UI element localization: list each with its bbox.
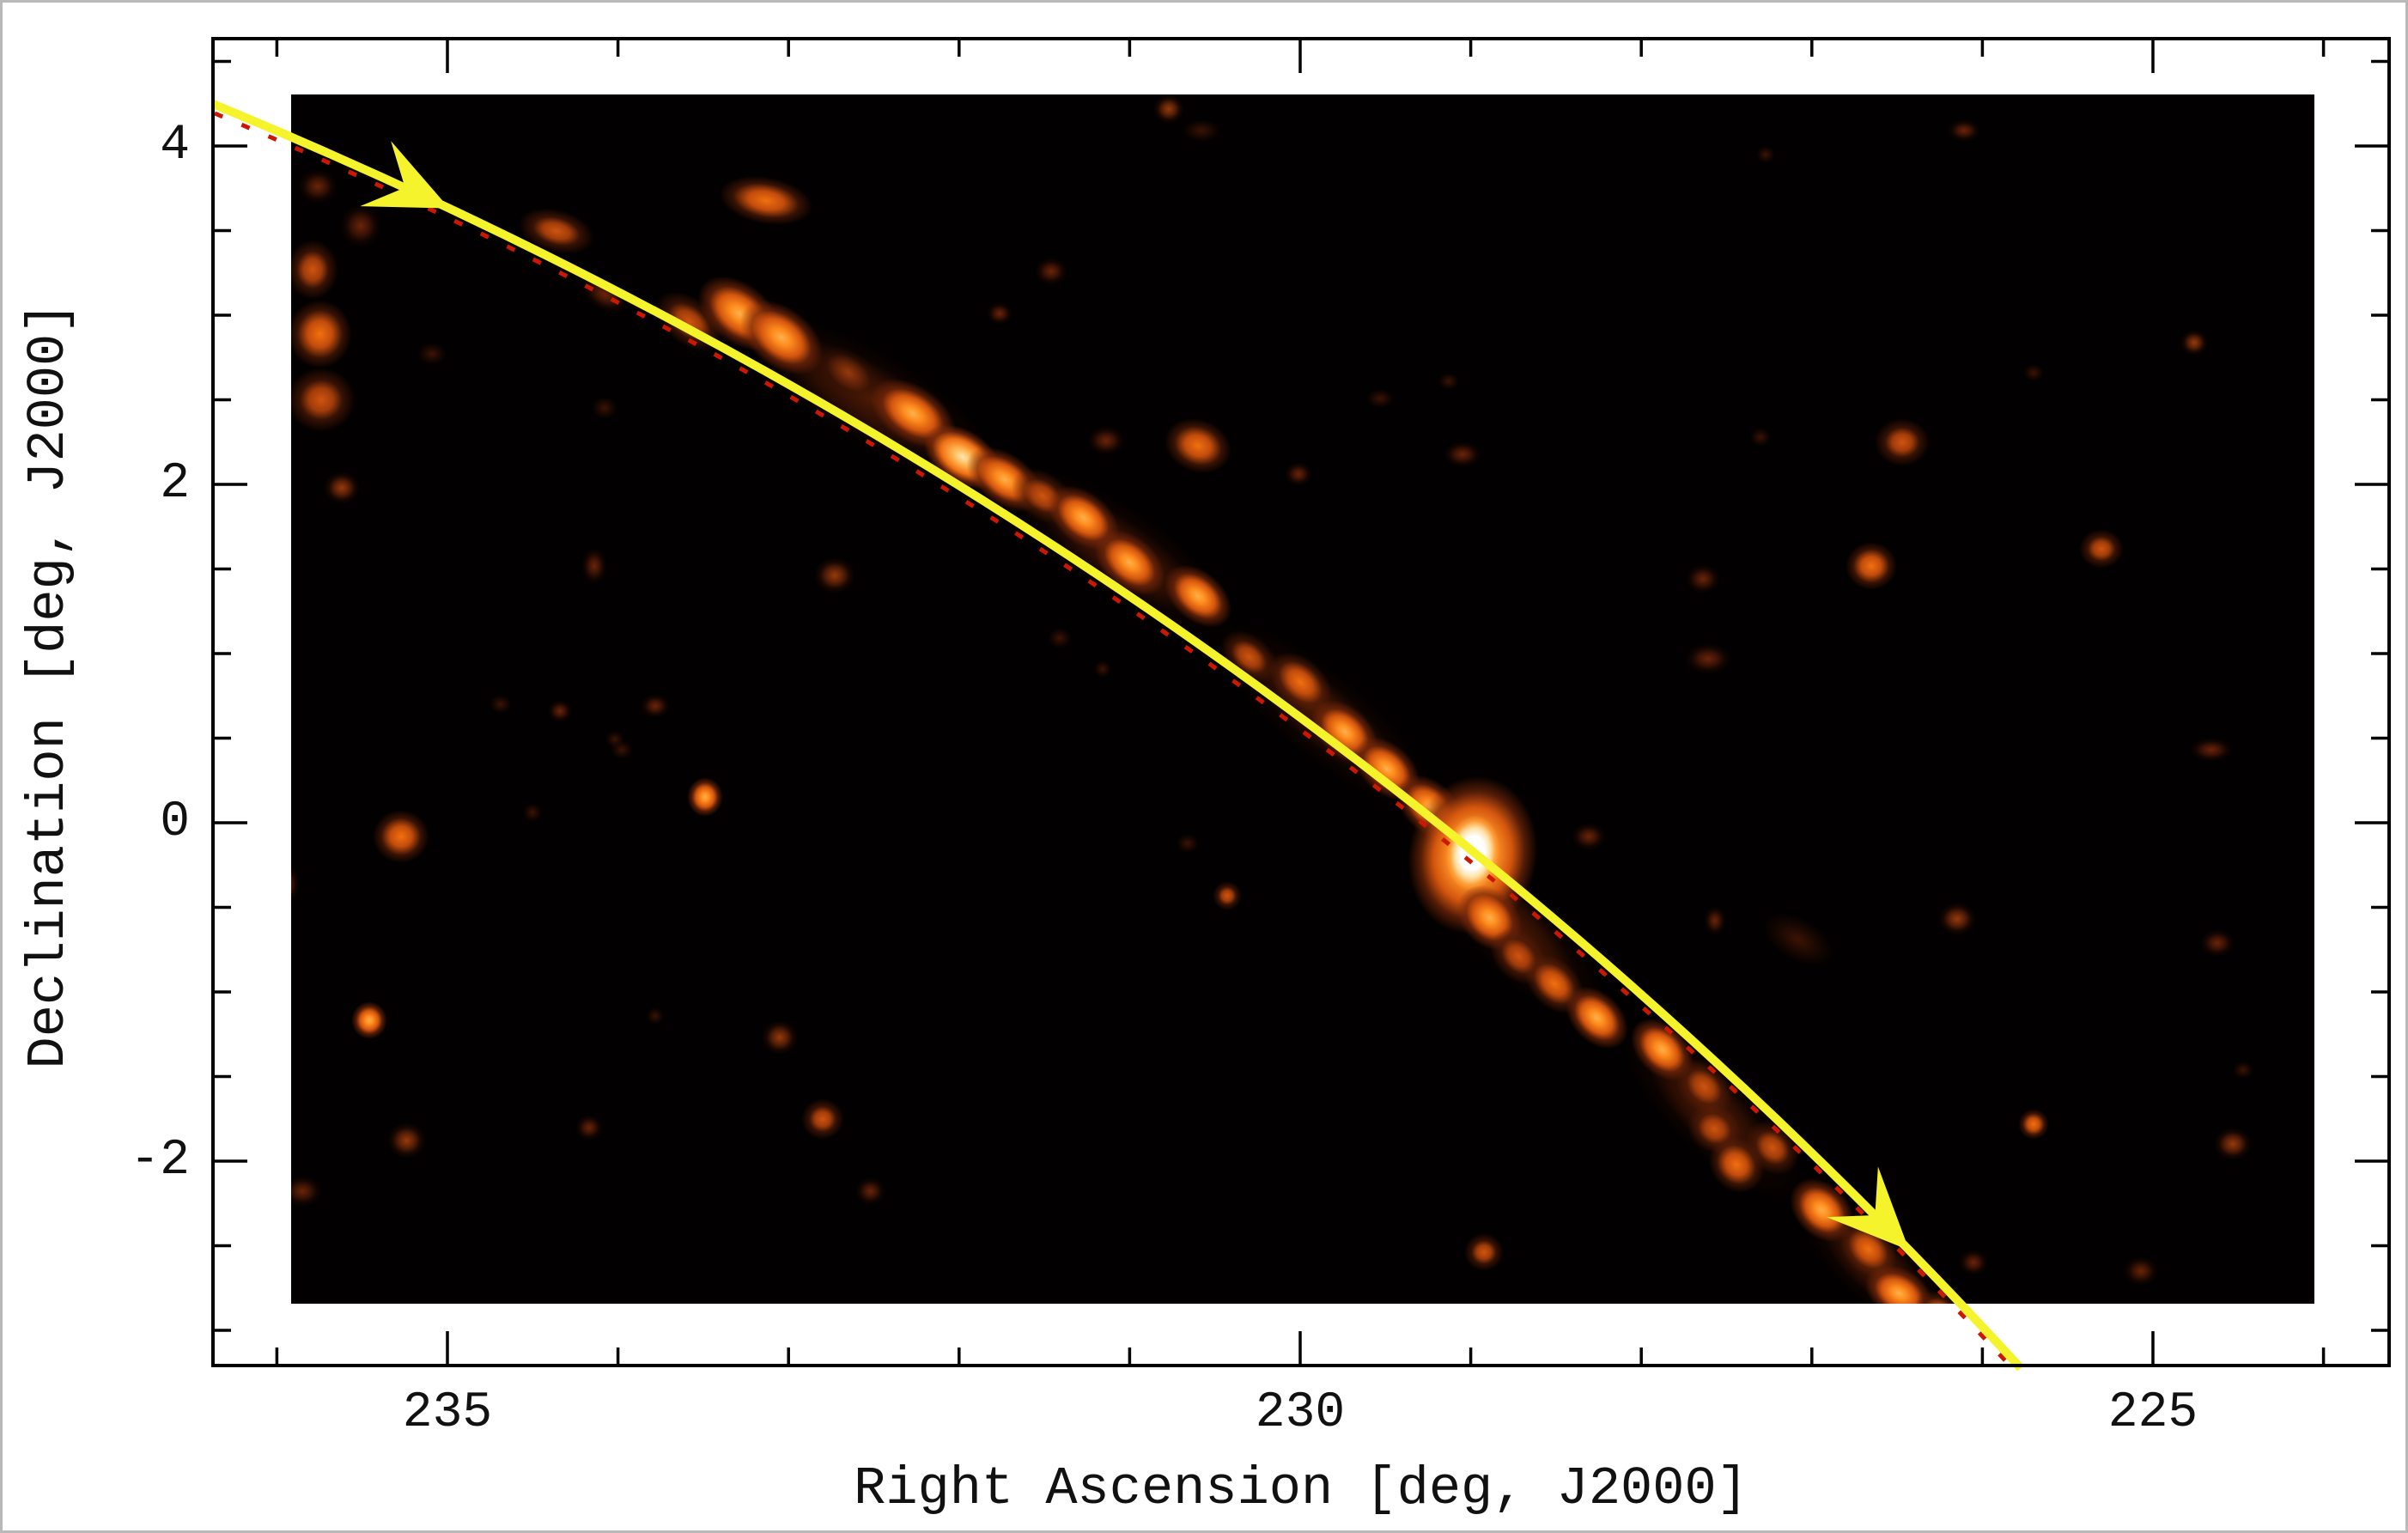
x-tick-label: 235 bbox=[402, 1385, 493, 1441]
y-tick-label: 4 bbox=[160, 118, 190, 173]
orbit-arrowhead-icon bbox=[360, 141, 450, 209]
orbit-red-dashed-curve bbox=[214, 111, 2016, 1372]
axes-and-orbit-overlay bbox=[211, 37, 2391, 1372]
y-tick-label: -2 bbox=[130, 1133, 190, 1189]
x-tick-label: 230 bbox=[1255, 1385, 1346, 1441]
y-tick-label: 2 bbox=[160, 456, 190, 512]
y-tick-label: 0 bbox=[160, 794, 190, 850]
orbit-curve bbox=[211, 100, 2024, 1372]
plot-frame bbox=[211, 37, 2391, 1367]
orbit-arrowhead-icon bbox=[1826, 1166, 1910, 1250]
x-axis-label: Right Ascension [deg, J2000] bbox=[854, 1458, 1748, 1519]
y-axis-label: Declination [deg, J2000] bbox=[18, 301, 79, 1069]
x-tick-label: 225 bbox=[2107, 1385, 2198, 1441]
